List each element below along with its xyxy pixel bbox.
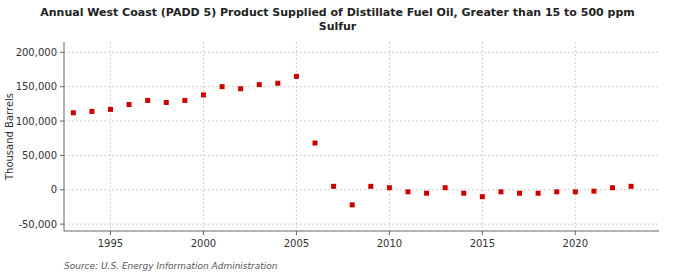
x-tick-label: 2000 (191, 238, 216, 249)
point (461, 191, 466, 196)
point (313, 141, 318, 146)
title-line: Sulfur (319, 20, 357, 33)
point (443, 185, 448, 190)
data-points (71, 74, 634, 208)
title-line: Annual West Coast (PADD 5) Product Suppl… (40, 6, 635, 19)
x-tick-label: 1995 (98, 238, 123, 249)
point (610, 185, 615, 190)
point (238, 86, 243, 91)
point (127, 102, 132, 107)
point (108, 107, 113, 112)
y-tick-label: 100,000 (16, 116, 57, 127)
y-grid-line (64, 86, 659, 87)
x-grid-line (110, 42, 111, 231)
y-grid-line (64, 121, 659, 122)
point (71, 110, 76, 115)
x-tick (389, 231, 390, 235)
y-tick-label: -50,000 (18, 219, 57, 230)
y-tick (60, 86, 64, 87)
y-tick-label: 0 (51, 184, 57, 195)
point (294, 74, 299, 79)
x-tick-label: 2015 (470, 238, 495, 249)
point (331, 184, 336, 189)
y-axis-label: Thousand Barrels (4, 93, 15, 181)
x-tick (203, 231, 204, 235)
y-grid-line (64, 52, 659, 53)
title: Annual West Coast (PADD 5) Product Suppl… (40, 6, 635, 33)
grid (64, 42, 659, 231)
x-tick (575, 231, 576, 235)
point (89, 109, 94, 114)
x-tick (296, 231, 297, 235)
y-grid-line (64, 189, 659, 190)
point (145, 98, 150, 103)
point (517, 191, 522, 196)
point (164, 100, 169, 105)
point (350, 202, 355, 207)
y-tick-label: 150,000 (16, 81, 57, 92)
chart: Annual West Coast (PADD 5) Product Suppl… (0, 0, 675, 275)
x-grid-line (389, 42, 390, 231)
y-tick (60, 155, 64, 156)
x-tick-label: 2020 (563, 238, 588, 249)
point (480, 194, 485, 199)
x-tick-label: 2010 (377, 238, 402, 249)
source: Source: U.S. Energy Information Administ… (64, 261, 278, 271)
axes: -50,000 0 50,000 100,000 150,000 200,000 1995 2… (16, 42, 659, 249)
chart-container: Annual West Coast (PADD 5) Product Suppl… (0, 0, 675, 275)
x-axis-line (64, 231, 659, 232)
y-grid-line (64, 224, 659, 225)
y-grid-line (64, 155, 659, 156)
y-tick-label: 200,000 (16, 47, 57, 58)
y-tick (60, 224, 64, 225)
point (573, 189, 578, 194)
x-grid-line (296, 42, 297, 231)
x-grid-line (575, 42, 576, 231)
point (275, 81, 280, 86)
point (536, 191, 541, 196)
point (554, 189, 559, 194)
x-tick (482, 231, 483, 235)
y-tick (60, 189, 64, 190)
point (591, 189, 596, 194)
y-tick-label: 50,000 (22, 150, 57, 161)
x-tick (110, 231, 111, 235)
point (405, 189, 410, 194)
x-grid-line (203, 42, 204, 231)
point (368, 184, 373, 189)
point (424, 191, 429, 196)
point (629, 184, 634, 189)
point (498, 189, 503, 194)
x-grid-line (482, 42, 483, 231)
y-tick (60, 52, 64, 53)
point (387, 185, 392, 190)
y-tick (60, 121, 64, 122)
point (201, 92, 206, 97)
point (182, 98, 187, 103)
point (257, 82, 262, 87)
point (220, 84, 225, 89)
x-tick-label: 2005 (284, 238, 309, 249)
y-axis-line (64, 42, 65, 231)
